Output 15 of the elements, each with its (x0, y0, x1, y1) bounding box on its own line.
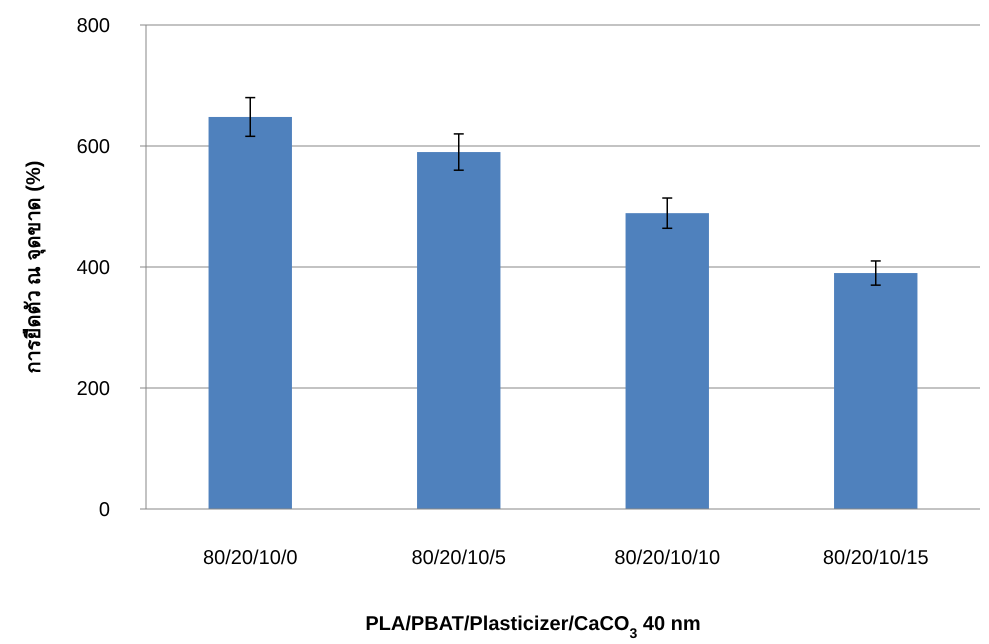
bar (208, 116, 292, 509)
bar (417, 152, 500, 509)
y-axis-title: การยืดตัว ณ จุดขาด (%) (22, 160, 46, 374)
bar (626, 213, 709, 509)
x-tick-label: 80/20/10/5 (411, 547, 506, 569)
x-tick-label: 80/20/10/10 (614, 547, 720, 569)
y-tick-label: 600 (76, 136, 110, 158)
x-tick-label: 80/20/10/15 (822, 547, 929, 569)
y-tick-label: 0 (98, 499, 110, 521)
bar (834, 273, 918, 509)
y-tick-label: 400 (76, 257, 110, 279)
y-tick-label: 200 (76, 378, 110, 400)
x-axis-title: PLA/PBAT/Plasticizer/CaCO$_{3}$ 40 nm (365, 613, 701, 641)
y-tick-label: 800 (76, 15, 110, 37)
x-tick-label: 80/20/10/0 (202, 547, 298, 569)
